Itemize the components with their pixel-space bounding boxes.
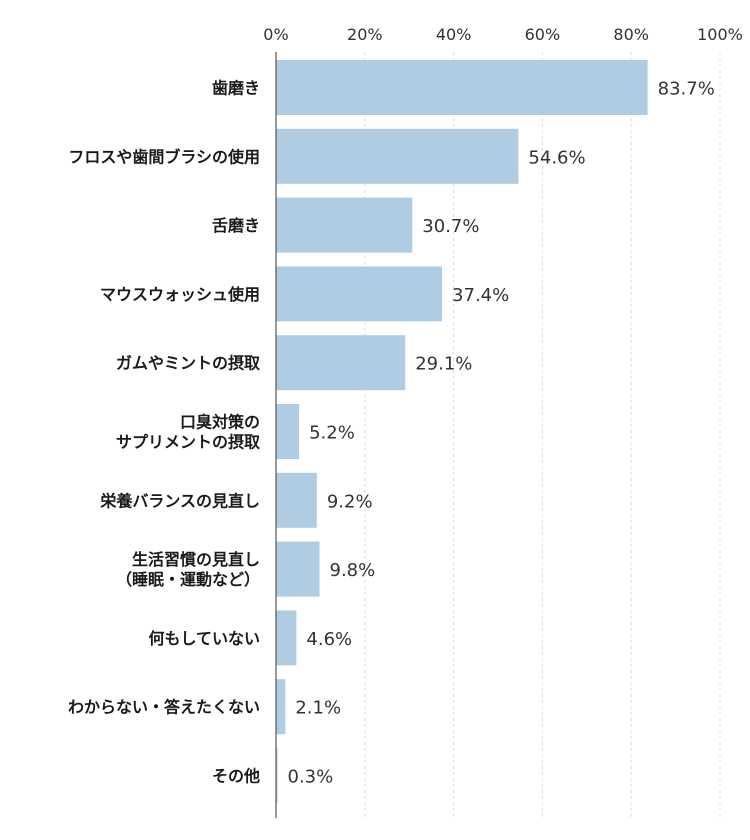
value-label: 30.7%: [422, 216, 479, 237]
value-label: 54.6%: [528, 147, 585, 168]
bars: [276, 60, 648, 803]
category-label: 生活習慣の見直し: [132, 550, 260, 569]
bar: [276, 266, 443, 322]
bar: [276, 541, 320, 597]
category-label: 何もしていない: [148, 629, 260, 648]
x-tick-label: 0%: [263, 25, 288, 44]
x-tick-label: 60%: [525, 25, 561, 44]
category-label: その他: [212, 767, 260, 786]
category-label: マウスウォッシュ使用: [100, 285, 260, 304]
bar: [276, 679, 286, 735]
value-label: 0.3%: [288, 767, 334, 788]
value-label: 83.7%: [658, 79, 715, 100]
category-label: （睡眠・運動など）: [116, 570, 260, 589]
category-labels: 歯磨きフロスや歯間ブラシの使用舌磨きマウスウォッシュ使用ガムやミントの摂取口臭対…: [68, 79, 260, 786]
bar: [276, 335, 406, 391]
category-label: サプリメントの摂取: [116, 433, 260, 452]
value-label: 37.4%: [452, 285, 509, 306]
bar: [276, 404, 300, 459]
value-label: 2.1%: [295, 698, 341, 719]
bar: [276, 748, 278, 803]
value-label: 9.2%: [327, 491, 373, 512]
category-label: 口臭対策の: [180, 413, 260, 432]
category-label: フロスや歯間ブラシの使用: [68, 147, 260, 166]
category-label: 歯磨き: [212, 79, 260, 98]
x-axis-ticks: 0% 20% 40% 60% 80% 100%: [263, 25, 743, 44]
value-label: 4.6%: [306, 629, 352, 650]
category-label: 舌磨き: [212, 216, 260, 235]
value-labels: 83.7% 54.6% 30.7% 37.4% 29.1% 5.2% 9.2% 9.8% 4.6…: [288, 79, 715, 788]
category-label: わからない・答えたくない: [68, 698, 260, 717]
x-tick-label: 100%: [697, 25, 743, 44]
category-label: ガムやミントの摂取: [116, 354, 260, 373]
x-tick-label: 80%: [613, 25, 649, 44]
x-tick-label: 40%: [436, 25, 472, 44]
category-label: 栄養バランスの見直し: [99, 491, 260, 510]
value-label: 29.1%: [415, 354, 472, 375]
value-label: 9.8%: [330, 560, 376, 581]
bar: [276, 197, 413, 253]
bar: [276, 472, 317, 528]
x-tick-label: 20%: [347, 25, 383, 44]
bar: [276, 610, 297, 666]
bar: [276, 60, 648, 115]
bar: [276, 128, 519, 184]
value-label: 5.2%: [309, 423, 355, 444]
